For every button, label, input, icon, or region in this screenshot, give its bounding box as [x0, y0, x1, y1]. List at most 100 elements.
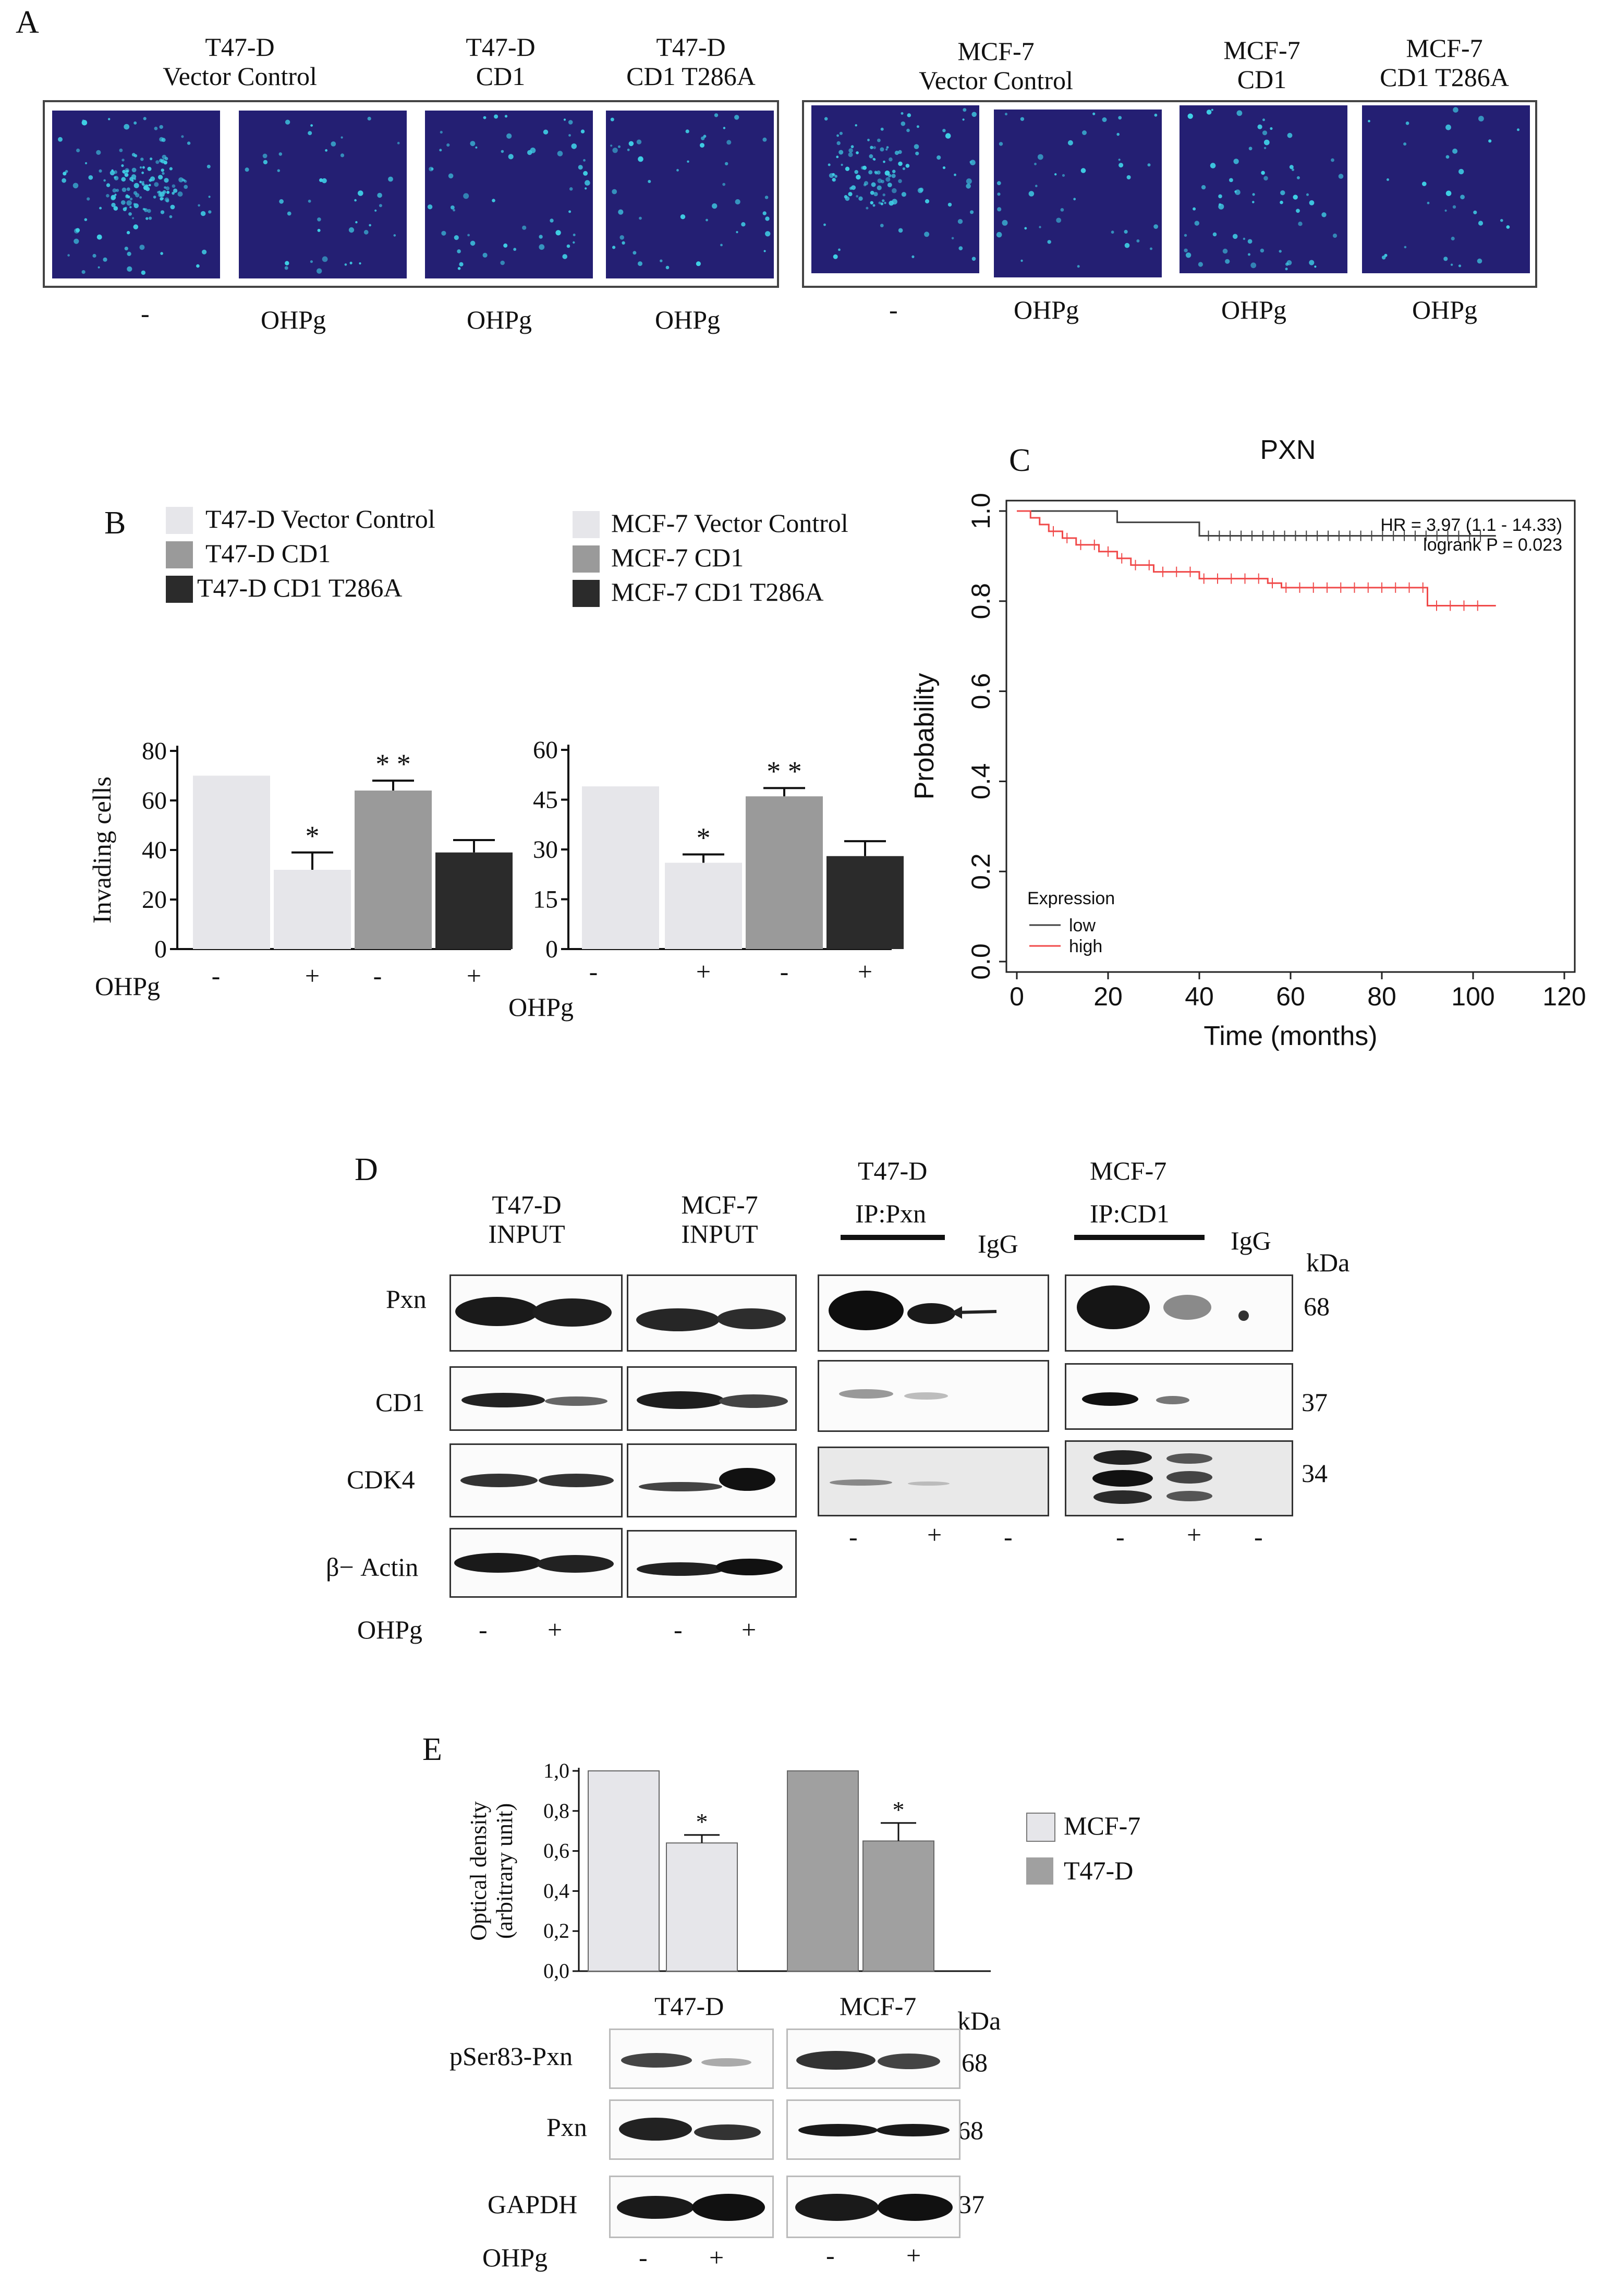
cell-dot [1280, 190, 1285, 196]
hr-annotation: HR = 3.97 (1.1 - 14.33) [1380, 515, 1562, 535]
cell-dot [838, 248, 841, 251]
cell-dot [764, 196, 769, 199]
cluster-cell-dot [142, 181, 144, 184]
cell-dot [348, 227, 355, 233]
cell-dot [140, 157, 144, 161]
cell-dot [1517, 128, 1519, 131]
d-row-actin: β− Actin [326, 1552, 419, 1582]
cell-dot [580, 129, 585, 133]
e-legend-label-mcf7: MCF-7 [1064, 1811, 1141, 1840]
cell-dot [441, 230, 446, 236]
cell-dot [714, 113, 719, 117]
cell-dot [610, 144, 613, 147]
cell-dot [1314, 265, 1317, 268]
cell-dot [325, 149, 327, 152]
cell-dot [833, 254, 838, 259]
d-kda: kDa [1306, 1248, 1350, 1277]
e-blot-pser83-mcf7 [786, 2028, 961, 2089]
d-ip-mcf7-line2: IP:CD1 [1090, 1199, 1170, 1228]
d-sign-ip-1: - [849, 1522, 858, 1551]
cluster-cell-dot [129, 206, 132, 209]
cell-dot [1280, 200, 1283, 204]
cell-dot [154, 127, 158, 130]
bands-cdk4-t47d-ip [830, 1479, 950, 1486]
cluster-cell-dot [145, 217, 149, 220]
cell-dot [99, 206, 102, 210]
cell-dot [363, 229, 369, 235]
cell-dot [124, 124, 130, 130]
panel-label-b: B [104, 505, 126, 541]
d-sign-in-3: - [674, 1615, 683, 1644]
x-tick-label: 40 [1185, 982, 1214, 1011]
e-legend-label-t47d: T47-D [1064, 1856, 1134, 1885]
cell-dot [1060, 208, 1064, 212]
cell-dot [1261, 171, 1265, 175]
bar-chart-mcf7: 0 15 30 45 60 - * + * * - + [533, 736, 904, 986]
cell-dot [1460, 195, 1465, 200]
cell-dot [379, 204, 382, 208]
d-sign-ip-4: - [1116, 1522, 1125, 1551]
cell-dot [622, 241, 625, 245]
cell-dot [393, 234, 396, 237]
cell-dot [369, 224, 371, 227]
e-blot-gapdh-mcf7 [786, 2176, 961, 2238]
cell-dot [898, 228, 903, 233]
cell-dot [573, 241, 575, 244]
cell-dot [319, 178, 323, 183]
d-sign-ip-5: + [1187, 1520, 1202, 1549]
cluster-cell-dot [165, 186, 170, 190]
cluster-cell-dot [880, 147, 884, 152]
cells-5 [823, 108, 977, 261]
y-tick-label: 0.0 [966, 943, 995, 980]
ohpg-label-b2: OHPg [508, 992, 574, 1022]
cell-dot [148, 184, 151, 187]
bands-cd1-t47d [461, 1393, 607, 1407]
cell-dot [1279, 250, 1282, 253]
x-tick-label: 20 [1093, 982, 1123, 1011]
cell-dot [873, 192, 878, 197]
legend-label-mcf7-vector: MCF-7 Vector Control [611, 508, 848, 538]
cell-dot [1262, 130, 1268, 136]
cell-dot [550, 218, 554, 223]
cell-dot [1206, 110, 1212, 115]
cell-dot [676, 169, 679, 172]
y-tick-label: 45 [533, 786, 558, 814]
cell-dot [907, 113, 911, 117]
cell-dot [1056, 217, 1062, 223]
d-ip-mcf7-line1: MCF-7 [1090, 1156, 1167, 1185]
cell-dot [1212, 232, 1217, 237]
blot-cdk4-mcf7-ip [1065, 1440, 1293, 1516]
cell-dot [158, 175, 163, 180]
a-group6-line1: MCF-7 [1406, 33, 1483, 63]
blot-actin-mcf7-input [627, 1530, 797, 1598]
cell-dot [139, 180, 142, 184]
cell-dot [172, 191, 175, 195]
cluster-cell-dot [164, 178, 169, 183]
cluster-cell-dot [178, 177, 184, 183]
cell-dot [1184, 248, 1188, 252]
cell-dot [962, 118, 965, 121]
category-label: - [373, 961, 382, 990]
cell-dot [970, 210, 974, 214]
cell-dot [341, 136, 343, 139]
bands-pxn-t47d [455, 1297, 612, 1327]
cell-dot [971, 257, 976, 261]
cell-dot [1092, 112, 1096, 115]
cell-dot [285, 261, 289, 265]
cell-dot [1262, 118, 1265, 122]
cell-dot [1270, 127, 1273, 130]
cell-dot [685, 129, 689, 133]
cell-dot [150, 176, 155, 181]
cluster-cell-dot [132, 217, 135, 220]
cell-dot [712, 203, 718, 209]
cell-dot [696, 261, 701, 266]
cluster-cell-dot [161, 159, 165, 164]
cell-dot [1020, 117, 1025, 121]
cell-dot [951, 237, 954, 240]
d-sign-ip-2: + [927, 1520, 942, 1549]
cluster-cell-dot [873, 146, 876, 149]
cell-dot [451, 205, 455, 210]
cell-dot [457, 249, 461, 253]
cell-dot [103, 257, 107, 262]
panel-label-c: C [1009, 443, 1031, 478]
